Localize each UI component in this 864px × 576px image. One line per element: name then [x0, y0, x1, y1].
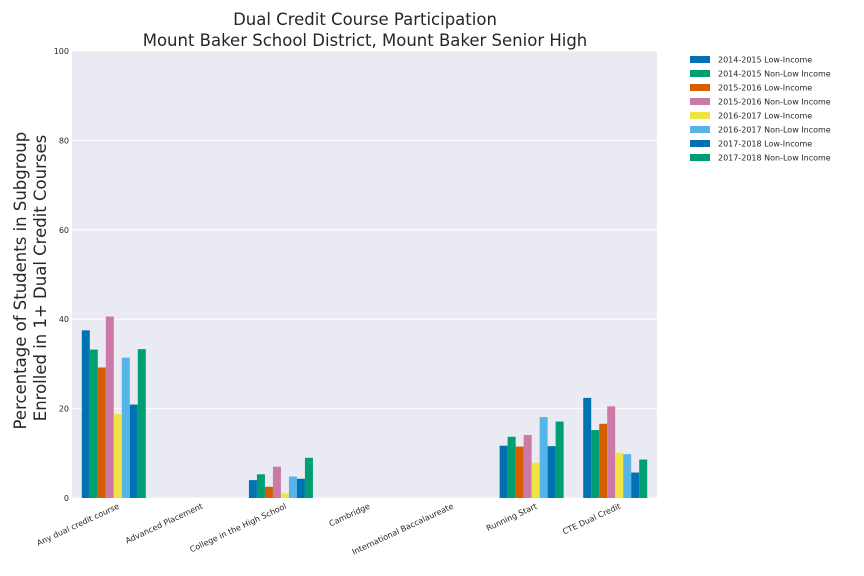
bar	[631, 472, 640, 498]
y-tick-label: 60	[59, 226, 69, 235]
bar	[639, 459, 648, 498]
bar	[280, 493, 289, 498]
bar	[248, 480, 257, 498]
plot-area	[72, 51, 657, 498]
bar	[89, 349, 98, 498]
bar	[607, 406, 616, 498]
bar	[113, 413, 122, 498]
bar	[507, 436, 516, 498]
bar	[555, 421, 564, 498]
bars	[81, 316, 648, 498]
bar	[583, 397, 592, 498]
chart-title: Dual Credit Course Participation	[233, 10, 497, 29]
y-tick-label: 40	[59, 315, 69, 324]
bar	[97, 367, 106, 498]
legend-label: 2015-2016 Non-Low Income	[718, 98, 831, 107]
bar	[523, 434, 532, 498]
legend: 2014-2015 Low-Income 2014-2015 Non-Low In…	[690, 56, 831, 163]
bar	[547, 446, 556, 498]
x-tick-labels: Any dual credit course Advanced Placement…	[35, 502, 622, 557]
bar	[515, 446, 524, 498]
bar	[499, 445, 508, 498]
legend-label: 2016-2017 Low-Income	[718, 112, 812, 121]
bar	[81, 330, 90, 498]
legend-swatch	[690, 84, 710, 91]
y-axis-label: Percentage of Students in Subgroup Enrol…	[11, 127, 50, 430]
y-tick-label: 20	[59, 405, 69, 414]
y-tick-label: 80	[59, 136, 69, 145]
bar	[531, 462, 540, 498]
legend-label: 2014-2015 Non-Low Income	[718, 70, 831, 79]
legend-label: 2016-2017 Non-Low Income	[718, 126, 831, 135]
chart-subtitle: Mount Baker School District, Mount Baker…	[143, 31, 588, 50]
legend-label: 2017-2018 Non-Low Income	[718, 154, 831, 163]
bar	[615, 452, 624, 498]
x-tick-label: Advanced Placement	[124, 502, 204, 546]
bar	[272, 466, 281, 498]
bar	[264, 486, 273, 498]
legend-swatch	[690, 112, 710, 119]
x-tick-label: Cambridge	[328, 502, 372, 529]
legend-label: 2015-2016 Low-Income	[718, 84, 812, 93]
bar	[256, 474, 265, 498]
bar	[599, 423, 608, 498]
bar	[591, 430, 600, 498]
bar	[296, 478, 305, 498]
legend-label: 2014-2015 Low-Income	[718, 56, 812, 65]
x-tick-label: Running Start	[485, 502, 539, 533]
legend-swatch	[690, 56, 710, 63]
y-tick-label: 100	[54, 47, 69, 56]
y-tick-label: 0	[64, 494, 69, 503]
y-tick-labels: 0 20 40 60 80 100	[54, 47, 69, 503]
legend-label: 2017-2018 Low-Income	[718, 140, 812, 149]
bar	[304, 457, 313, 498]
x-tick-label: CTE Dual Credit	[561, 502, 622, 537]
bar	[105, 316, 114, 498]
legend-swatch	[690, 126, 710, 133]
x-tick-label: Any dual credit course	[35, 502, 120, 548]
bar	[129, 404, 138, 498]
legend-swatch	[690, 154, 710, 161]
bar	[539, 417, 548, 498]
bar	[137, 349, 146, 498]
bar	[623, 454, 632, 498]
bar	[121, 357, 130, 498]
legend-swatch	[690, 98, 710, 105]
legend-swatch	[690, 140, 710, 147]
legend-swatch	[690, 70, 710, 77]
bar	[288, 476, 297, 498]
